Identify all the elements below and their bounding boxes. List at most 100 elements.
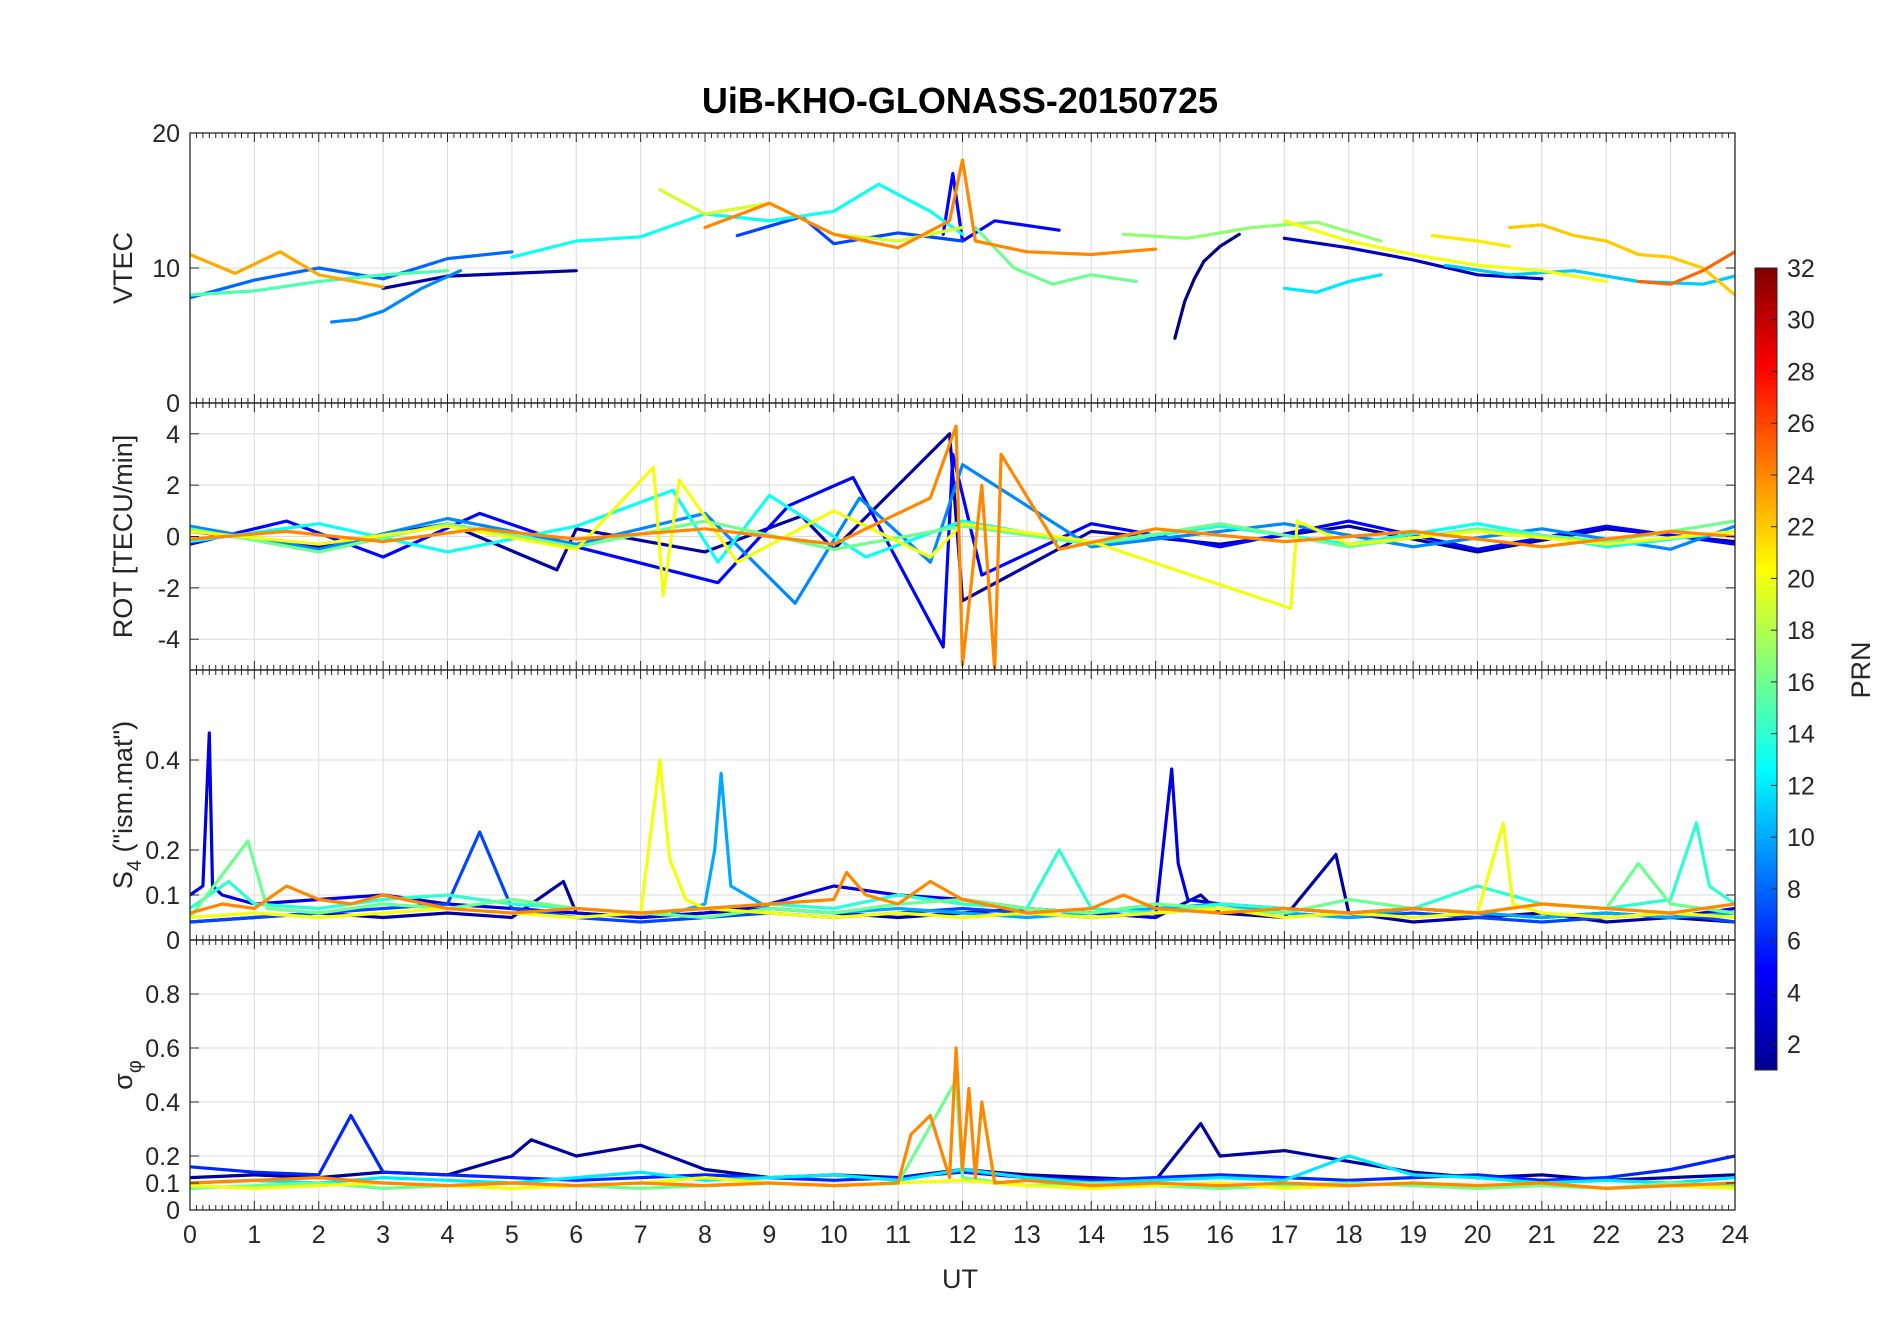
y-tick-label: 0 (166, 390, 180, 418)
y-tick-label: 0.2 (145, 837, 180, 865)
y-tick-label: 0.4 (145, 1089, 180, 1117)
y-tick-label: 4 (166, 421, 180, 449)
y-tick-label: -4 (158, 626, 180, 654)
y-tick-label: 0.2 (145, 1143, 180, 1171)
chart-title: UiB-KHO-GLONASS-20150725 (702, 80, 1218, 121)
series-line-prn-12 (1282, 273, 1383, 294)
x-tick-label: 24 (1721, 1221, 1749, 1249)
x-tick-label: 1 (247, 1221, 261, 1249)
colorbar-tick-label: 2 (1787, 1031, 1801, 1059)
y-tick-label: 0.4 (145, 747, 180, 775)
vtec-panel-ticks (189, 132, 1736, 404)
x-tick-label: 3 (376, 1221, 390, 1249)
colorbar-gradient (1754, 267, 1778, 1071)
series-line-prn-11 (1443, 263, 1735, 286)
x-tick-label: 14 (1077, 1221, 1105, 1249)
y-label-main: σ (108, 1073, 138, 1090)
colorbar-tick-label: 10 (1787, 824, 1815, 852)
x-tick-label: 23 (1657, 1221, 1685, 1249)
colorbar-tick-label: 18 (1787, 617, 1815, 645)
x-tick-label: 22 (1592, 1221, 1620, 1249)
x-tick-label: 13 (1013, 1221, 1041, 1249)
rot-panel-series (190, 424, 1735, 670)
series-line-prn-25 (1636, 250, 1735, 286)
y-label-subscript: 4 (124, 860, 146, 871)
rot-panel: -4 -2 0 2 4 ROT [TECU/min] (108, 402, 1736, 671)
x-tick-label: 15 (1142, 1221, 1170, 1249)
x-axis-label: UT (942, 1264, 978, 1294)
colorbar-tick-label: 30 (1787, 307, 1815, 335)
series-line-prn-16 (973, 225, 1138, 286)
vtec-panel: 0 10 20 VTEC (108, 120, 1736, 418)
colorbar-tick-label: 32 (1787, 255, 1815, 283)
series-line-prn-13 (510, 182, 965, 259)
x-tick-label: 11 (885, 1221, 911, 1249)
colorbar-tick-label: 22 (1787, 514, 1815, 542)
x-tick-label: 21 (1528, 1221, 1556, 1249)
s4-panel-series (190, 731, 1735, 924)
colorbar-label: PRN (1846, 641, 1876, 698)
series-line-prn-1 (1173, 232, 1241, 340)
series-line-prn-21 (1430, 234, 1512, 248)
y-tick-label: 0 (166, 524, 180, 552)
rot-panel-grid (189, 403, 1736, 670)
series-line-prn-24 (190, 424, 1735, 670)
series-line-prn-5 (190, 452, 1735, 649)
rot-panel-y-label: ROT [TECU/min] (108, 435, 138, 639)
s4-panel-ticks (189, 670, 1736, 941)
s4-panel-y-label: S4 ("ism.mat") (108, 721, 146, 889)
y-label-main: S (108, 871, 138, 889)
series-line-prn-5 (941, 171, 1061, 243)
colorbar-tick-label: 26 (1787, 410, 1815, 438)
series-line-prn-13 (190, 488, 1735, 564)
series-line-prn-2 (381, 269, 578, 290)
x-tick-label: 16 (1206, 1221, 1234, 1249)
series-line-prn-20 (190, 465, 1735, 610)
x-tick-label: 8 (698, 1221, 712, 1249)
s4-panel: 0 0.1 0.2 0.4S4 ("ism.mat") (108, 669, 1736, 955)
y-tick-label: 0 (166, 927, 180, 955)
y-tick-label: 20 (152, 120, 180, 148)
colorbar-tick-label: 4 (1787, 979, 1801, 1007)
colorbar-tick-label: 6 (1787, 928, 1801, 956)
series-line-prn-16 (190, 519, 1735, 554)
y-tick-label: -2 (158, 575, 180, 603)
colorbar-tick-label: 12 (1787, 772, 1815, 800)
y-tick-label: 0.8 (145, 981, 180, 1009)
x-tick-label: 10 (820, 1221, 848, 1249)
x-tick-label: 2 (312, 1221, 326, 1249)
series-line-prn-17 (1121, 220, 1383, 243)
y-tick-label: 0.6 (145, 1035, 180, 1063)
y-tick-label: 0.1 (145, 1170, 180, 1198)
x-tick-label: 7 (634, 1221, 648, 1249)
x-tick-label: 18 (1335, 1221, 1363, 1249)
series-line-prn-3 (1282, 236, 1544, 281)
sigma-phi-panel-series (190, 1046, 1735, 1190)
x-tick-label: 12 (949, 1221, 977, 1249)
y-tick-label: 2 (166, 472, 180, 500)
x-tick-label: 6 (569, 1221, 583, 1249)
x-tick-label: 4 (441, 1221, 455, 1249)
sigma-phi-panel-y-label: σφ (108, 1060, 146, 1090)
x-tick-label: 19 (1399, 1221, 1427, 1249)
series-line-prn-23 (190, 250, 385, 289)
x-tick-label: 0 (183, 1221, 197, 1249)
colorbar-tick-label: 24 (1787, 462, 1815, 490)
series-line-prn-24 (190, 870, 1735, 915)
sigma-phi-panel-ticks (189, 940, 1736, 1211)
series-line-prn-24 (190, 1046, 1735, 1190)
y-tick-label: 0.1 (145, 882, 180, 910)
y-label-subscript: φ (124, 1060, 146, 1073)
vtec-panel-y-label: VTEC (108, 232, 138, 304)
colorbar-tick-label: 8 (1787, 876, 1801, 904)
series-line-prn-20 (1282, 219, 1608, 284)
x-tick-label: 9 (762, 1221, 776, 1249)
series-line-prn-15 (190, 269, 450, 297)
x-tick-label: 17 (1270, 1221, 1298, 1249)
sigma-phi-panel: 00.10.20.40.60.80 1 2 3 4 5 6 7 8 9 10 11 12 13 14 15 16… (108, 939, 1749, 1249)
colorbar-tick-label: 28 (1787, 358, 1815, 386)
